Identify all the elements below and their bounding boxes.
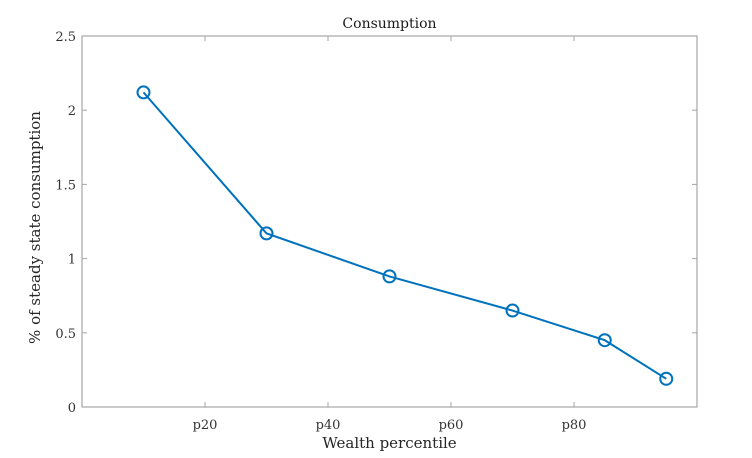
- data-point: [259, 226, 274, 241]
- y-axis: 0 0.5 1 1.5 2 2.5: [55, 30, 697, 416]
- y-tick-label: 1: [68, 253, 76, 268]
- data-point: [659, 371, 674, 386]
- data-point: [505, 303, 520, 318]
- data-point: [597, 333, 612, 348]
- data-point: [382, 269, 397, 284]
- x-tick-label: p60: [439, 418, 464, 433]
- y-tick-label: 2.5: [55, 30, 76, 45]
- data-point: [136, 85, 151, 100]
- y-axis-title: % of steady state consumption: [26, 111, 44, 344]
- x-tick-label: p40: [316, 418, 341, 433]
- y-tick-label: 0: [68, 401, 76, 416]
- series-line: [142, 91, 667, 380]
- y-tick-label: 0.5: [55, 327, 76, 342]
- chart-title: Consumption: [342, 16, 436, 32]
- x-tick-label: p20: [193, 418, 218, 433]
- y-tick-label: 1.5: [55, 178, 76, 193]
- series-layer: [136, 85, 674, 386]
- y-tick-label: 2: [68, 104, 76, 119]
- x-axis: p20 p40 p60 p80: [193, 36, 587, 433]
- x-axis-title: Wealth percentile: [322, 434, 456, 452]
- plot-area: [81, 35, 698, 408]
- x-tick-label: p80: [562, 418, 587, 433]
